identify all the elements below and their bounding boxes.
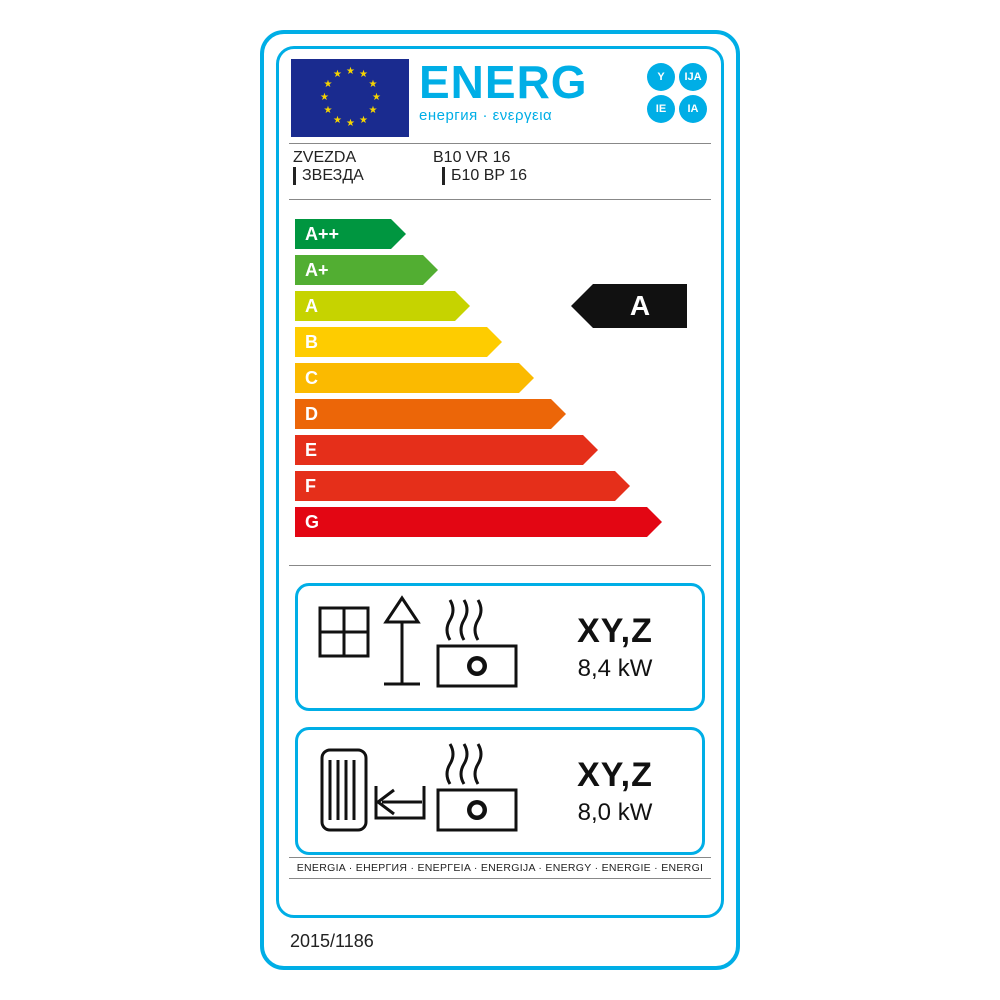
rating-band: E [295, 435, 583, 465]
rating-scale: A++A+ABCDEFGA [295, 219, 705, 559]
energy-label: ★★★★★★★★★★★★ ENERG енергия · ενεργεια Y … [260, 30, 740, 970]
indirect-heat-icon [312, 730, 542, 850]
rating-band-row: A++ [295, 219, 705, 249]
divider [289, 143, 711, 144]
rating-band: D [295, 399, 551, 429]
rating-band-label: G [305, 512, 319, 533]
spec-box-direct-heat: XY,Z 8,4 kW [295, 583, 705, 711]
rating-band: B [295, 327, 487, 357]
header-pills: Y IJA IE IA [647, 63, 707, 123]
model-name: B10 VR 16 [433, 149, 510, 167]
product-row: ЗВЕЗДА Б10 BP 16 [293, 167, 707, 185]
rating-band: A [295, 291, 455, 321]
rating-pointer: A [593, 284, 687, 328]
rating-band-row: A+ [295, 255, 705, 285]
header-pill: IA [679, 95, 707, 123]
spec-icons [312, 586, 542, 708]
eu-flag: ★★★★★★★★★★★★ [291, 59, 409, 137]
rating-band-row: C [295, 363, 705, 393]
rating-band-label: C [305, 368, 318, 389]
product-row: ZVEZDA B10 VR 16 [293, 149, 707, 167]
product-block: ZVEZDA B10 VR 16 ЗВЕЗДА Б10 BP 16 [293, 149, 707, 185]
rating-band-row: G [295, 507, 705, 537]
regulation-number: 2015/1186 [290, 931, 374, 952]
rating-band-row: E [295, 435, 705, 465]
direct-heat-icon [312, 586, 542, 706]
rating-band-row: F [295, 471, 705, 501]
supplier-name: ZVEZDA [293, 149, 433, 167]
rating-band-label: D [305, 404, 318, 425]
rating-band-row: B [295, 327, 705, 357]
rating-band-label: F [305, 476, 316, 497]
header-pill: IJA [679, 63, 707, 91]
model-name-alt: Б10 BP 16 [442, 167, 527, 185]
spec-xyz: XY,Z [542, 612, 688, 651]
rating-band: C [295, 363, 519, 393]
spec-value: 8,4 kW [542, 655, 688, 683]
header-pill: Y [647, 63, 675, 91]
spec-xyz: XY,Z [542, 756, 688, 795]
spec-values: XY,Z 8,0 kW [542, 756, 688, 827]
footer-languages: ENERGIA · ЕНЕРГИЯ · ΕΝΕΡΓΕΙΑ · ENERGIJA … [289, 857, 711, 879]
rating-band-row: D [295, 399, 705, 429]
spec-box-indirect-heat: XY,Z 8,0 kW [295, 727, 705, 855]
spec-icons [312, 730, 542, 852]
rating-band-label: B [305, 332, 318, 353]
label-inner: ★★★★★★★★★★★★ ENERG енергия · ενεργεια Y … [276, 46, 724, 918]
supplier-name-alt: ЗВЕЗДА [293, 167, 442, 185]
spec-values: XY,Z 8,4 kW [542, 612, 688, 683]
rating-band: F [295, 471, 615, 501]
rating-band: A++ [295, 219, 391, 249]
header: ★★★★★★★★★★★★ ENERG енергия · ενεργεια Y … [279, 49, 721, 145]
rating-band: G [295, 507, 647, 537]
rating-band-label: A+ [305, 260, 329, 281]
divider [289, 199, 711, 200]
rating-band-label: A++ [305, 224, 339, 245]
rating-band-label: A [305, 296, 318, 317]
rating-band: A+ [295, 255, 423, 285]
header-pill: IE [647, 95, 675, 123]
spec-value: 8,0 kW [542, 799, 688, 827]
divider [289, 565, 711, 566]
rating-band-label: E [305, 440, 317, 461]
